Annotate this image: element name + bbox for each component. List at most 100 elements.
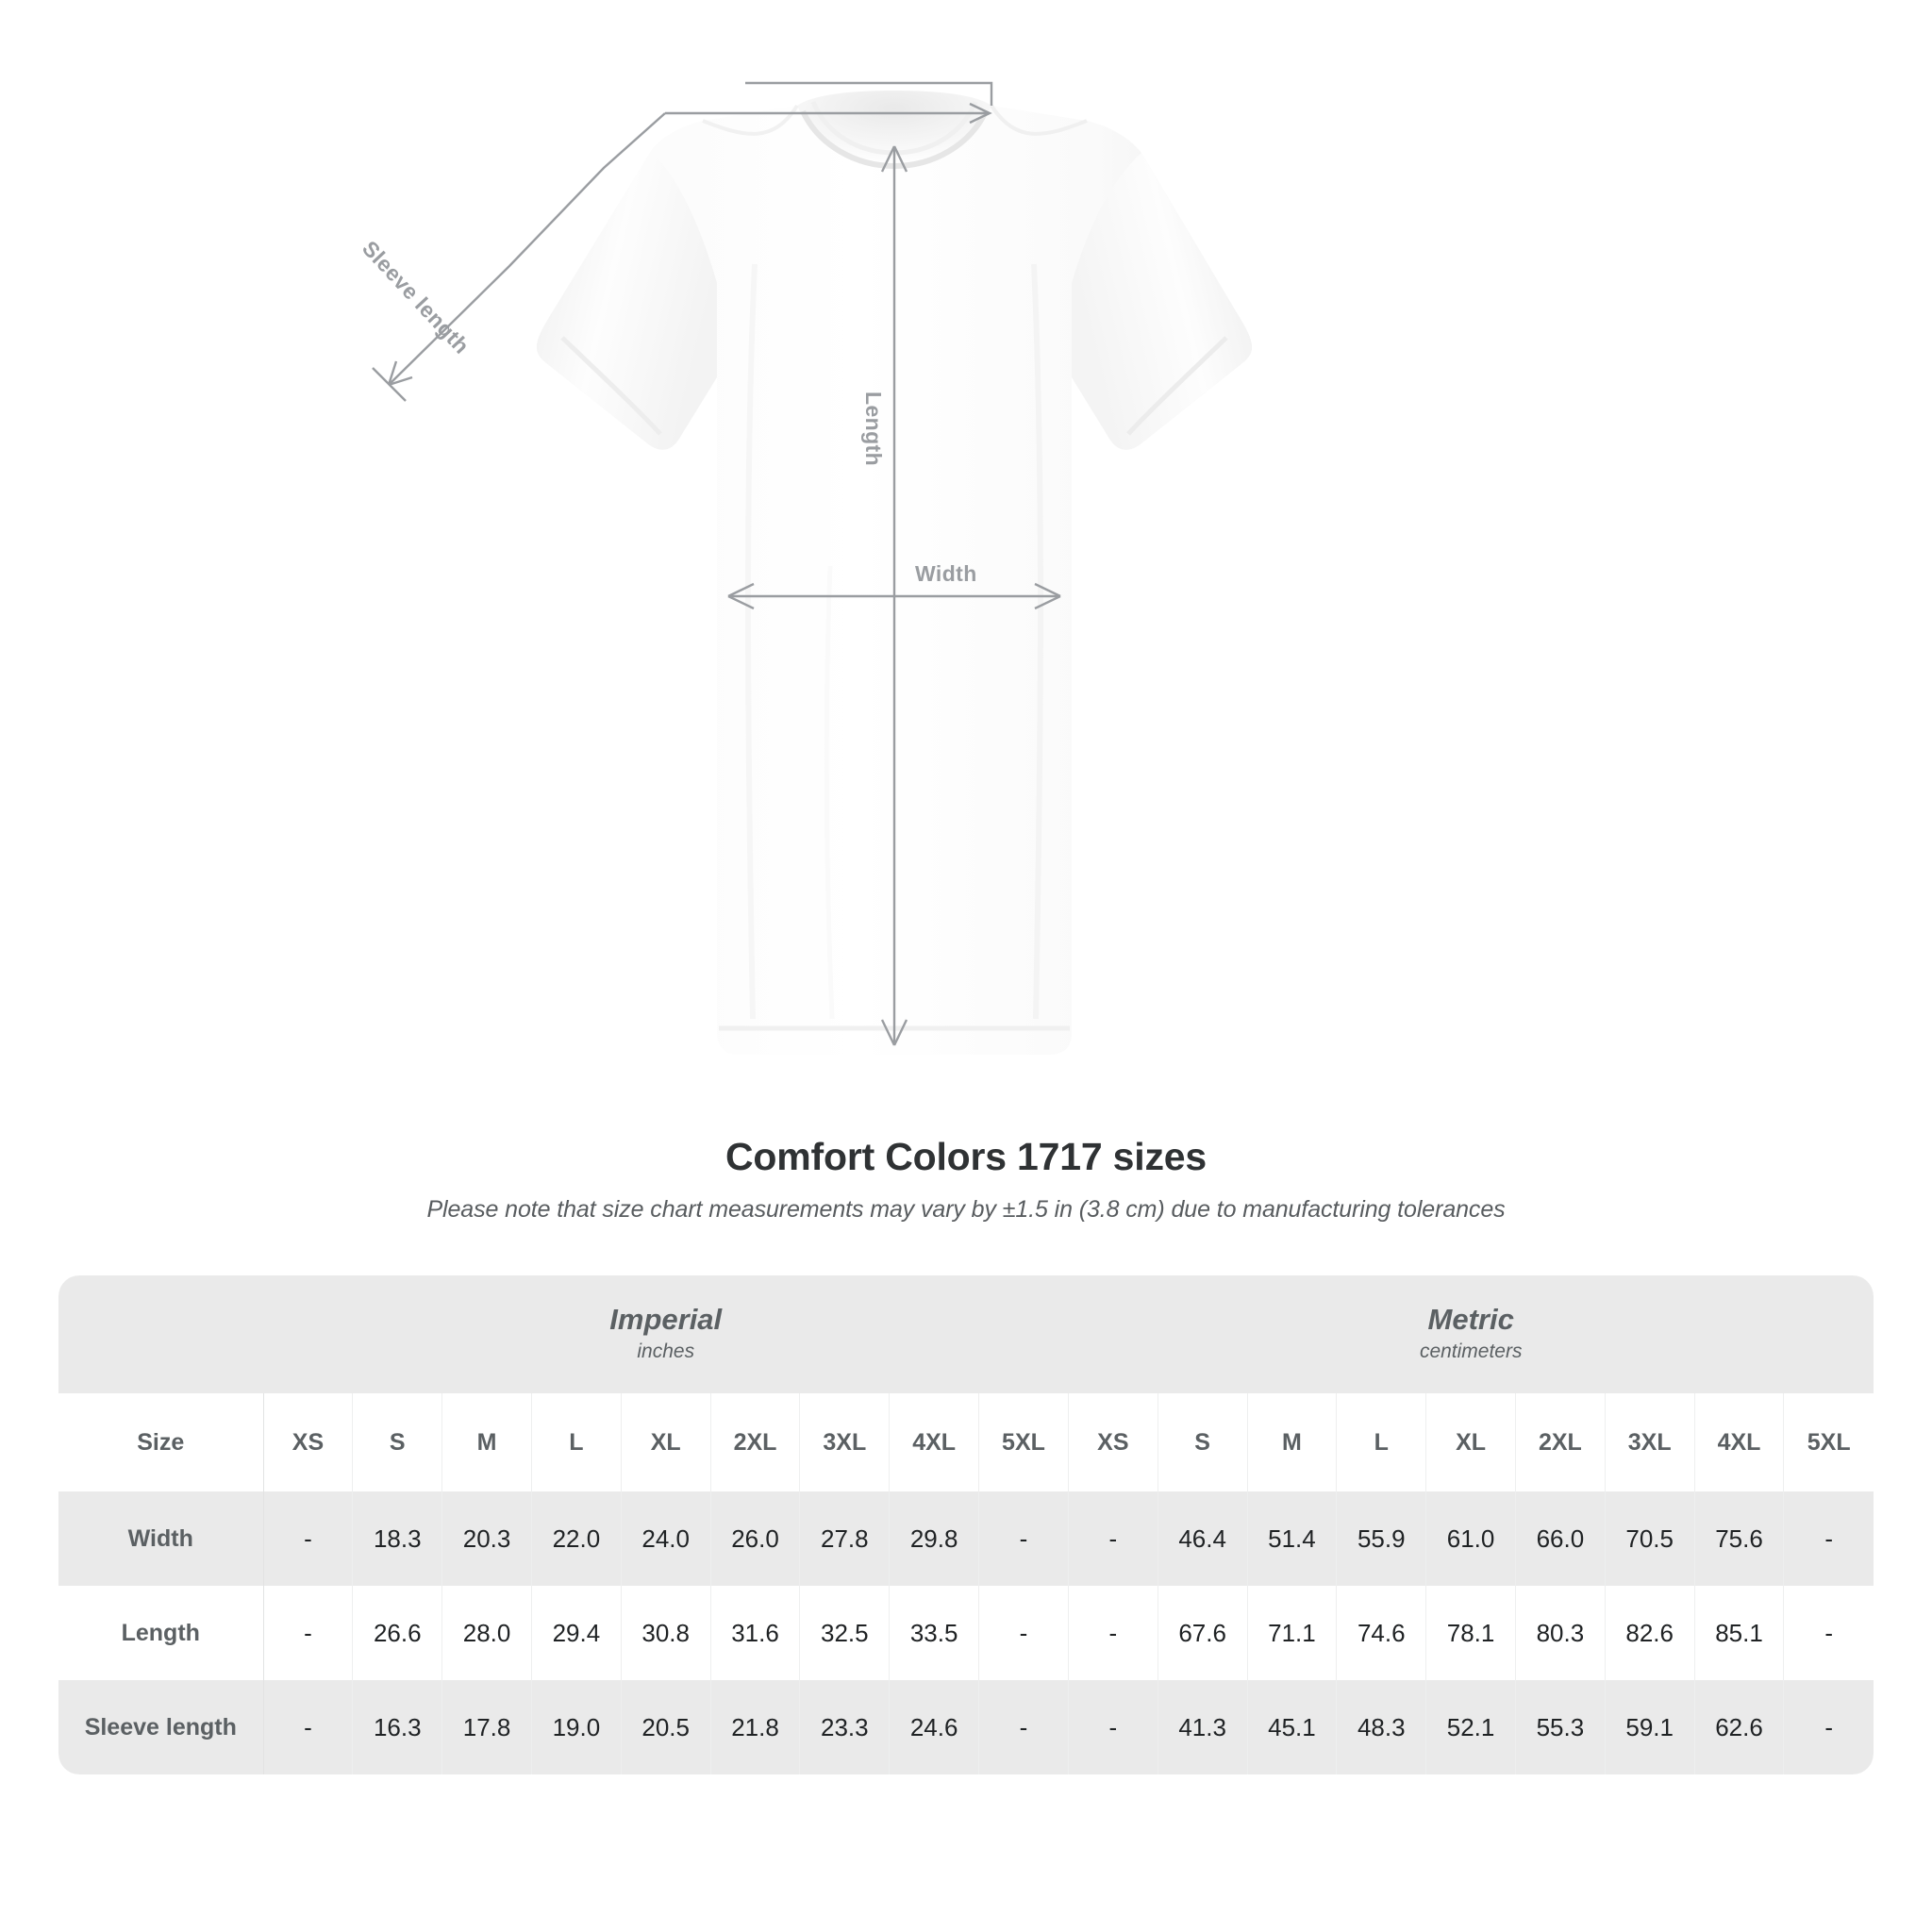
size-header-imperial-l: L [531, 1393, 622, 1491]
cell-width-metric-m: 51.4 [1247, 1491, 1338, 1586]
size-header-metric-2xl: 2XL [1515, 1393, 1606, 1491]
tshirt-illustration [372, 81, 1253, 1055]
collar [797, 91, 991, 162]
sleeve-arrowhead [387, 360, 413, 387]
cell-sleeve-metric-5xl: - [1783, 1680, 1874, 1774]
cell-length-metric-4xl: 85.1 [1694, 1586, 1785, 1680]
cell-width-imperial-s: 18.3 [352, 1491, 443, 1586]
cell-width-metric-xs: - [1067, 1491, 1158, 1586]
sleeve-end-tick [372, 367, 407, 402]
cell-sleeve-imperial-l: 19.0 [531, 1680, 622, 1774]
size-header-imperial-3xl: 3XL [799, 1393, 891, 1491]
cell-sleeve-imperial-5xl: - [978, 1680, 1069, 1774]
size-header-metric-4xl: 4XL [1694, 1393, 1785, 1491]
cell-width-metric-2xl: 66.0 [1515, 1491, 1606, 1586]
table-row: Width - 18.3 20.3 22.0 24.0 26.0 27.8 29… [58, 1491, 1874, 1586]
cell-width-imperial-3xl: 27.8 [799, 1491, 891, 1586]
width-arrow-left [727, 582, 755, 610]
cell-sleeve-imperial-2xl: 21.8 [710, 1680, 801, 1774]
cell-width-metric-5xl: - [1783, 1491, 1874, 1586]
size-header-imperial-5xl: 5XL [978, 1393, 1069, 1491]
cell-sleeve-metric-m: 45.1 [1247, 1680, 1338, 1774]
cell-sleeve-imperial-xl: 20.5 [621, 1680, 711, 1774]
cell-length-metric-m: 71.1 [1247, 1586, 1338, 1680]
size-header-metric-m: M [1247, 1393, 1338, 1491]
cell-length-imperial-xl: 30.8 [621, 1586, 711, 1680]
length-arrow-top [880, 145, 908, 173]
cell-sleeve-metric-s: 41.3 [1158, 1680, 1248, 1774]
size-header-metric-3xl: 3XL [1605, 1393, 1695, 1491]
title-block: Comfort Colors 1717 sizes Please note th… [0, 1135, 1932, 1224]
unit-sub-imperial: inches [637, 1340, 695, 1362]
table-row: Sleeve length - 16.3 17.8 19.0 20.5 21.8… [58, 1680, 1874, 1774]
unit-header-metric: Metric centimeters [1068, 1275, 1874, 1393]
unit-name-metric: Metric [1427, 1302, 1514, 1336]
cell-sleeve-metric-xs: - [1067, 1680, 1158, 1774]
cell-length-imperial-4xl: 33.5 [889, 1586, 980, 1680]
cell-sleeve-imperial-s: 16.3 [352, 1680, 443, 1774]
column-header-size: Size [58, 1393, 264, 1491]
cell-width-imperial-l: 22.0 [531, 1491, 622, 1586]
size-chart-table: Imperial inches Metric centimeters Size … [58, 1275, 1874, 1774]
unit-spacer-cell [58, 1275, 264, 1393]
cell-width-metric-xl: 61.0 [1425, 1491, 1516, 1586]
length-arrow-bottom [880, 1019, 908, 1046]
cell-length-metric-xl: 78.1 [1425, 1586, 1516, 1680]
size-header-imperial-xs: XS [263, 1393, 354, 1491]
page-title: Comfort Colors 1717 sizes [725, 1135, 1207, 1178]
cell-width-metric-s: 46.4 [1158, 1491, 1248, 1586]
sleeve-top-tick [745, 81, 993, 106]
cell-length-metric-2xl: 80.3 [1515, 1586, 1606, 1680]
cell-length-metric-3xl: 82.6 [1605, 1586, 1695, 1680]
size-header-imperial-s: S [352, 1393, 443, 1491]
cell-length-imperial-s: 26.6 [352, 1586, 443, 1680]
cell-width-imperial-4xl: 29.8 [889, 1491, 980, 1586]
size-header-metric-s: S [1158, 1393, 1248, 1491]
cell-width-imperial-xl: 24.0 [621, 1491, 711, 1586]
cell-sleeve-imperial-xs: - [263, 1680, 354, 1774]
sleeve-diagonal [388, 112, 666, 386]
cell-length-imperial-m: 28.0 [441, 1586, 532, 1680]
cell-sleeve-imperial-m: 17.8 [441, 1680, 532, 1774]
cell-width-imperial-2xl: 26.0 [710, 1491, 801, 1586]
cell-sleeve-imperial-4xl: 24.6 [889, 1680, 980, 1774]
cell-length-metric-s: 67.6 [1158, 1586, 1248, 1680]
size-header-metric-l: L [1336, 1393, 1427, 1491]
size-header-imperial-2xl: 2XL [710, 1393, 801, 1491]
page-subtitle: Please note that size chart measurements… [426, 1196, 1506, 1223]
width-arrow-right [1034, 582, 1061, 610]
unit-name-imperial: Imperial [609, 1302, 723, 1336]
right-sleeve [1072, 153, 1253, 450]
row-label-sleeve-length: Sleeve length [58, 1680, 264, 1774]
row-label-width: Width [58, 1491, 264, 1586]
cell-length-metric-xs: - [1067, 1586, 1158, 1680]
cell-width-metric-4xl: 75.6 [1694, 1491, 1785, 1586]
unit-sub-metric: centimeters [1419, 1340, 1523, 1362]
size-header-row: Size XS S M L XL 2XL 3XL 4XL 5XL XS S M … [58, 1393, 1874, 1491]
cell-length-metric-5xl: - [1783, 1586, 1874, 1680]
size-header-imperial-xl: XL [621, 1393, 711, 1491]
width-label: Width [915, 561, 977, 586]
cell-width-metric-3xl: 70.5 [1605, 1491, 1695, 1586]
cell-sleeve-metric-2xl: 55.3 [1515, 1680, 1606, 1774]
cell-sleeve-metric-3xl: 59.1 [1605, 1680, 1695, 1774]
cell-length-imperial-xs: - [263, 1586, 354, 1680]
cell-length-imperial-l: 29.4 [531, 1586, 622, 1680]
cell-sleeve-metric-4xl: 62.6 [1694, 1680, 1785, 1774]
measurement-lines [372, 81, 1061, 1046]
cell-length-metric-l: 74.6 [1336, 1586, 1427, 1680]
cell-length-imperial-3xl: 32.5 [799, 1586, 891, 1680]
cell-length-imperial-5xl: - [978, 1586, 1069, 1680]
left-sleeve [536, 151, 717, 450]
table-row: Length - 26.6 28.0 29.4 30.8 31.6 32.5 3… [58, 1586, 1874, 1680]
cell-width-metric-l: 55.9 [1336, 1491, 1427, 1586]
cell-sleeve-imperial-3xl: 23.3 [799, 1680, 891, 1774]
size-header-metric-xs: XS [1067, 1393, 1158, 1491]
cell-sleeve-metric-xl: 52.1 [1425, 1680, 1516, 1774]
size-header-imperial-4xl: 4XL [889, 1393, 980, 1491]
size-header-metric-xl: XL [1425, 1393, 1516, 1491]
size-header-imperial-m: M [441, 1393, 532, 1491]
cell-width-imperial-5xl: - [978, 1491, 1069, 1586]
cell-width-imperial-m: 20.3 [441, 1491, 532, 1586]
size-header-metric-5xl: 5XL [1783, 1393, 1874, 1491]
